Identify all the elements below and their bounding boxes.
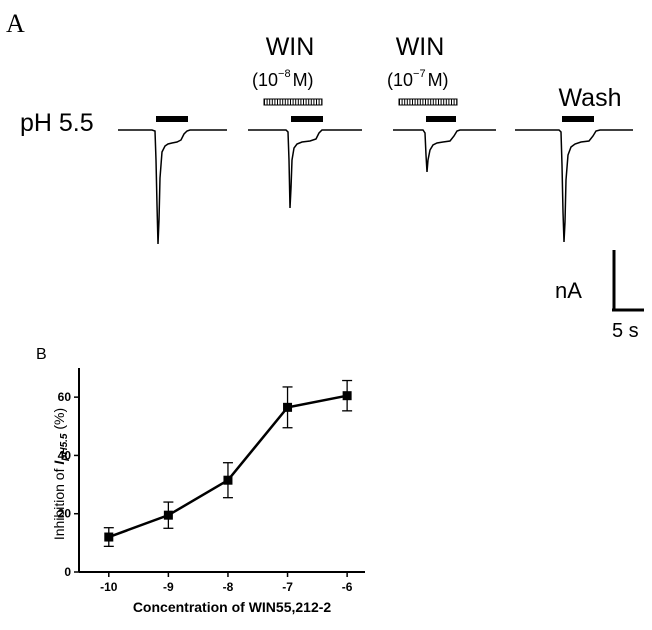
y-tick-label: 60 — [58, 390, 72, 404]
y-axis-label: Inhibition of IpH5.5 (%) — [51, 408, 70, 540]
data-point — [104, 532, 114, 542]
panel-a: A pH 5.5 WIN (10−8 M) WIN (10−7 M) Wash — [6, 9, 644, 342]
scale-bar-y-label: nA — [555, 278, 582, 303]
trace-4-label: Wash — [559, 84, 622, 112]
acid-bar-2 — [291, 116, 323, 122]
data-point — [163, 510, 173, 520]
trace-control — [118, 129, 227, 245]
trace-win-1e-8 — [248, 129, 362, 209]
panel-b-label: B — [36, 346, 47, 363]
trace-3-label: WIN — [396, 33, 445, 61]
x-tick-label: -8 — [223, 580, 234, 594]
acid-bar-4 — [562, 116, 594, 122]
drug-bar-win-1e-7 — [398, 98, 458, 106]
x-tick-label: -6 — [342, 580, 353, 594]
x-tick-label: -10 — [100, 580, 118, 594]
acid-bar-3 — [426, 116, 456, 122]
condition-label: pH 5.5 — [20, 109, 94, 137]
trace-3-concentration: (10−7 M) — [387, 68, 449, 90]
data-point — [283, 402, 293, 412]
concentration-response-chart: 0 20 40 60 -10 -9 -8 -7 -6 — [58, 368, 365, 594]
panel-b: B 0 20 40 60 -10 -9 -8 -7 -6 Concentration of WI… — [36, 346, 365, 615]
x-axis-label: Concentration of WIN55,212-2 — [133, 599, 332, 615]
panel-a-label: A — [6, 9, 25, 38]
scale-bar-x-label: 5 s — [612, 320, 639, 342]
trace-win-1e-7 — [393, 129, 496, 173]
data-point — [223, 475, 233, 485]
x-tick-label: -9 — [163, 580, 174, 594]
trace-2-concentration: (10−8 M) — [252, 68, 314, 90]
y-tick-label: 20 — [58, 507, 72, 521]
drug-bar-win-1e-8 — [263, 98, 323, 106]
y-tick-label: 0 — [64, 565, 71, 579]
trace-wash — [515, 129, 633, 243]
acid-bar-1 — [156, 116, 188, 122]
x-tick-label: -7 — [282, 580, 293, 594]
trace-2-label: WIN — [266, 33, 315, 61]
scale-bar: nA 5 s — [555, 250, 644, 342]
y-tick-label: 40 — [58, 448, 72, 462]
data-point — [342, 391, 352, 401]
